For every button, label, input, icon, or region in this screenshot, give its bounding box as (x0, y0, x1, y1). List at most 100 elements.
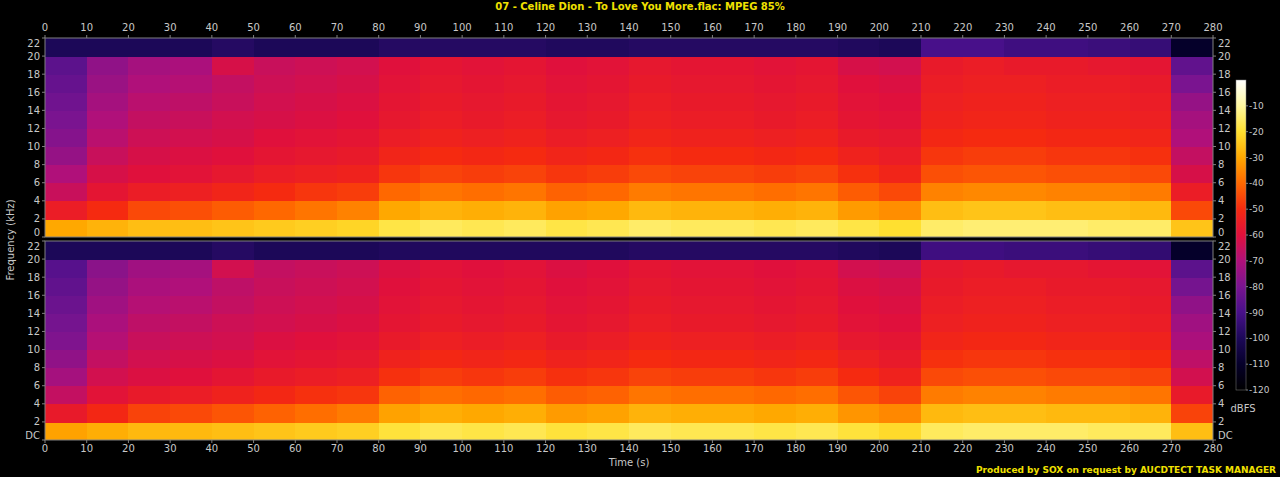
cell (921, 92, 963, 111)
cell (1088, 241, 1130, 260)
cell (1130, 241, 1172, 260)
x-tick-label: 90 (414, 443, 427, 454)
cell (379, 219, 421, 237)
cell (1171, 38, 1213, 57)
cell (629, 165, 671, 184)
cell (462, 277, 504, 296)
cell (879, 350, 921, 369)
cell (379, 56, 421, 75)
cell (1088, 38, 1130, 57)
cell (796, 313, 838, 332)
cell (587, 295, 629, 314)
cell (1004, 38, 1046, 57)
cell (629, 350, 671, 369)
cell (1004, 241, 1046, 260)
y-tick (1213, 56, 1216, 57)
cell (1130, 110, 1172, 129)
cell (504, 313, 546, 332)
cell (420, 219, 462, 237)
cell (754, 147, 796, 166)
cell (1088, 201, 1130, 220)
cell (420, 241, 462, 260)
cell (254, 241, 296, 260)
cell (379, 183, 421, 202)
cell (754, 110, 796, 129)
y-tick-label: 12 (1218, 123, 1231, 134)
cell (1171, 404, 1213, 423)
cell (295, 241, 337, 260)
x-tick-label: 280 (1203, 22, 1222, 33)
cell (671, 147, 713, 166)
cell (629, 110, 671, 129)
cell (1171, 386, 1213, 405)
cell (420, 128, 462, 147)
cell (1046, 386, 1088, 405)
cell (212, 110, 254, 129)
cell (1088, 331, 1130, 350)
cell (754, 38, 796, 57)
x-tick (1004, 35, 1005, 38)
x-tick-label: 130 (578, 443, 597, 454)
x-tick (962, 35, 963, 38)
cell (212, 350, 254, 369)
y-tick (1213, 349, 1216, 350)
cell (546, 422, 588, 440)
cell (754, 404, 796, 423)
cell (379, 404, 421, 423)
cell (629, 331, 671, 350)
cell (1088, 92, 1130, 111)
x-tick-label: 220 (953, 22, 972, 33)
cell (1088, 350, 1130, 369)
cell (462, 422, 504, 440)
x-tick-label: 240 (1037, 22, 1056, 33)
cell (1046, 404, 1088, 423)
cell (295, 165, 337, 184)
cell (546, 368, 588, 387)
cell (212, 165, 254, 184)
y-tick-label: 10 (1218, 344, 1231, 355)
cell (170, 201, 212, 220)
cell (921, 313, 963, 332)
cell (1130, 165, 1172, 184)
cell (45, 165, 87, 184)
cell (504, 404, 546, 423)
y-tick (42, 349, 45, 350)
cell (796, 422, 838, 440)
cell (128, 277, 170, 296)
cell (87, 165, 129, 184)
cell (420, 74, 462, 93)
cell (1088, 295, 1130, 314)
x-tick (879, 35, 880, 38)
cell (170, 165, 212, 184)
cell (420, 313, 462, 332)
cell (754, 56, 796, 75)
y-tick (1213, 146, 1216, 147)
cell (462, 331, 504, 350)
cell (128, 74, 170, 93)
y-tick-label: 16 (1218, 290, 1231, 301)
y-tick (42, 237, 45, 238)
cell (546, 277, 588, 296)
y-tick (42, 421, 45, 422)
cell (1046, 147, 1088, 166)
cell (1004, 56, 1046, 75)
cell (546, 201, 588, 220)
cell (1004, 147, 1046, 166)
color-tick-label: -40 (1249, 178, 1264, 188)
cell (838, 147, 880, 166)
cell (128, 313, 170, 332)
cell (295, 147, 337, 166)
cell (128, 56, 170, 75)
cell (546, 386, 588, 405)
cell (629, 313, 671, 332)
footer: Produced by SOX on request by AUCDTECT T… (976, 465, 1276, 475)
y-tick-label: 12 (1218, 326, 1231, 337)
cell (1088, 368, 1130, 387)
cell (45, 259, 87, 278)
color-tick-label: -70 (1249, 256, 1264, 266)
cell (254, 368, 296, 387)
cell (45, 128, 87, 147)
cell (1004, 422, 1046, 440)
cell (671, 110, 713, 129)
cell (963, 313, 1005, 332)
